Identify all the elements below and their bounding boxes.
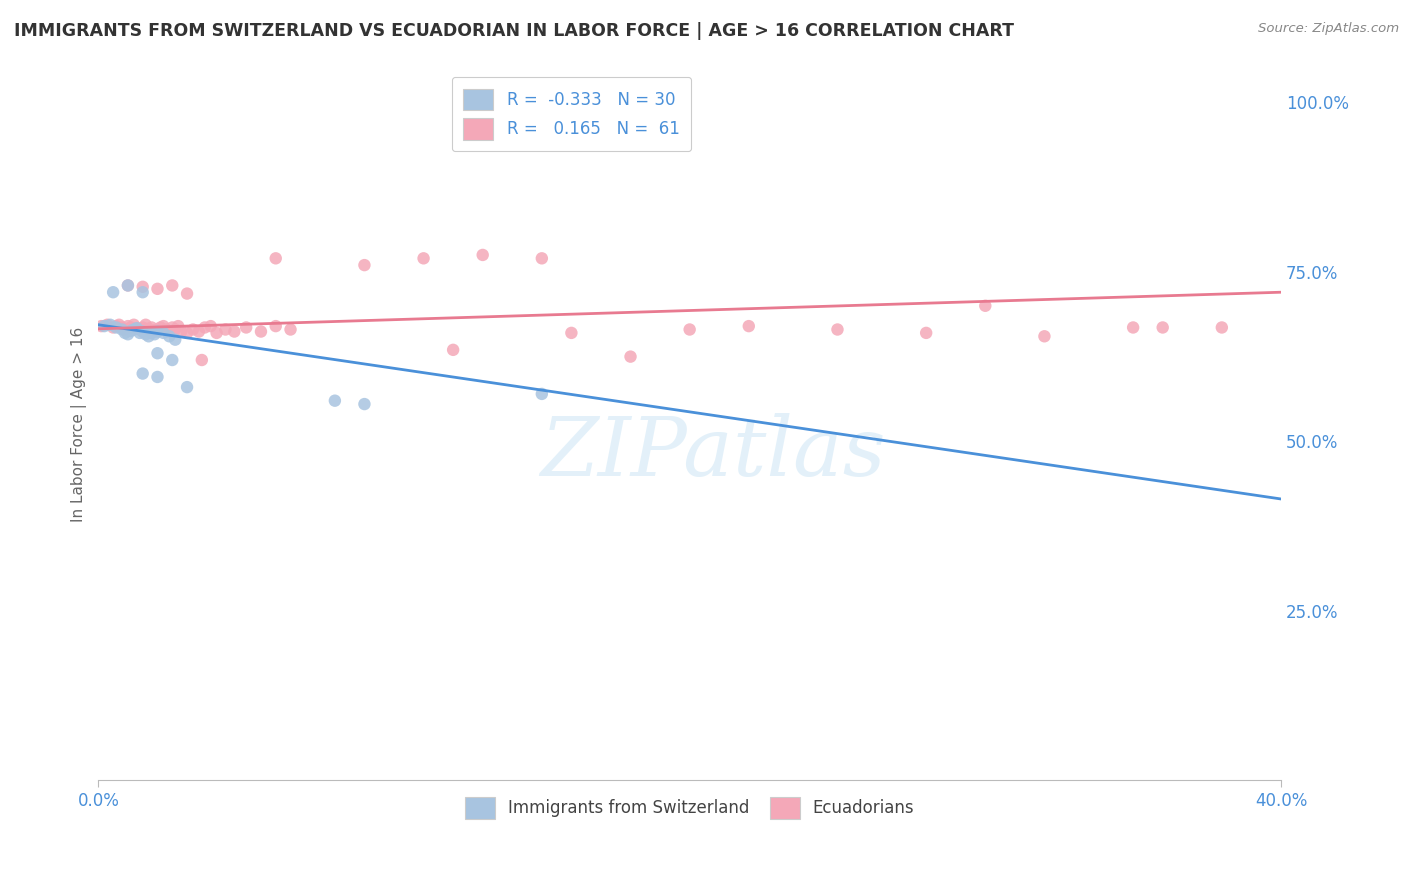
Point <box>117 278 139 293</box>
Point <box>250 325 273 339</box>
Point <box>114 322 136 336</box>
Point <box>157 329 180 343</box>
Point <box>135 327 157 342</box>
Point <box>530 387 553 401</box>
Point <box>165 322 187 336</box>
Point <box>146 325 169 339</box>
Legend: Immigrants from Switzerland, Ecuadorians: Immigrants from Switzerland, Ecuadorians <box>458 790 921 825</box>
Point <box>131 280 153 294</box>
Point <box>619 350 641 364</box>
Point <box>827 322 849 336</box>
Point <box>149 320 172 334</box>
Point <box>1211 320 1233 334</box>
Point <box>181 322 204 336</box>
Point <box>122 318 145 332</box>
Point <box>131 325 153 339</box>
Point <box>323 393 346 408</box>
Y-axis label: In Labor Force | Age > 16: In Labor Force | Age > 16 <box>72 326 87 522</box>
Point <box>120 324 142 338</box>
Text: ZIPatlas: ZIPatlas <box>540 413 886 493</box>
Point <box>117 319 139 334</box>
Point <box>264 252 287 266</box>
Point <box>162 353 184 368</box>
Point <box>135 318 157 332</box>
Point <box>1122 320 1144 334</box>
Point <box>353 258 375 272</box>
Point <box>111 320 134 334</box>
Point <box>280 322 302 336</box>
Text: Source: ZipAtlas.com: Source: ZipAtlas.com <box>1258 22 1399 36</box>
Point <box>105 320 128 334</box>
Point <box>131 285 153 300</box>
Point <box>165 333 187 347</box>
Point <box>974 299 997 313</box>
Text: IMMIGRANTS FROM SWITZERLAND VS ECUADORIAN IN LABOR FORCE | AGE > 16 CORRELATION : IMMIGRANTS FROM SWITZERLAND VS ECUADORIA… <box>14 22 1014 40</box>
Point <box>1152 320 1174 334</box>
Point <box>441 343 464 357</box>
Point <box>117 327 139 342</box>
Point <box>235 320 257 334</box>
Point <box>101 320 124 334</box>
Point <box>162 320 184 334</box>
Point <box>264 319 287 334</box>
Point <box>138 322 160 336</box>
Point <box>471 248 494 262</box>
Point <box>412 252 434 266</box>
Point <box>131 320 153 334</box>
Point <box>679 322 702 336</box>
Point <box>162 278 184 293</box>
Point <box>90 319 112 334</box>
Point <box>114 326 136 340</box>
Point <box>146 282 169 296</box>
Point <box>141 320 163 334</box>
Point <box>176 380 198 394</box>
Point <box>122 322 145 336</box>
Point <box>194 320 217 334</box>
Point <box>146 370 169 384</box>
Point <box>167 319 190 334</box>
Point <box>128 322 150 336</box>
Point <box>224 325 246 339</box>
Point <box>530 252 553 266</box>
Point <box>146 322 169 336</box>
Point <box>138 329 160 343</box>
Point <box>120 320 142 334</box>
Point <box>93 319 115 334</box>
Point <box>176 286 198 301</box>
Point <box>200 319 222 334</box>
Point <box>170 325 193 339</box>
Point <box>125 321 148 335</box>
Point <box>915 326 938 340</box>
Point <box>117 278 139 293</box>
Point <box>214 322 236 336</box>
Point <box>108 318 131 332</box>
Point <box>560 326 582 340</box>
Point <box>125 321 148 335</box>
Point <box>738 319 761 334</box>
Point <box>205 326 228 340</box>
Point <box>191 353 214 368</box>
Point <box>1033 329 1056 343</box>
Point <box>187 325 209 339</box>
Point <box>155 322 177 336</box>
Point <box>128 326 150 340</box>
Point <box>143 327 166 342</box>
Point <box>152 326 174 340</box>
Point <box>143 323 166 337</box>
Point <box>176 326 198 340</box>
Point <box>146 346 169 360</box>
Point <box>131 367 153 381</box>
Point <box>141 326 163 340</box>
Point <box>111 322 134 336</box>
Point <box>152 319 174 334</box>
Point <box>353 397 375 411</box>
Point <box>157 325 180 339</box>
Point <box>105 319 128 334</box>
Point <box>101 285 124 300</box>
Point <box>98 318 121 332</box>
Point <box>96 318 118 332</box>
